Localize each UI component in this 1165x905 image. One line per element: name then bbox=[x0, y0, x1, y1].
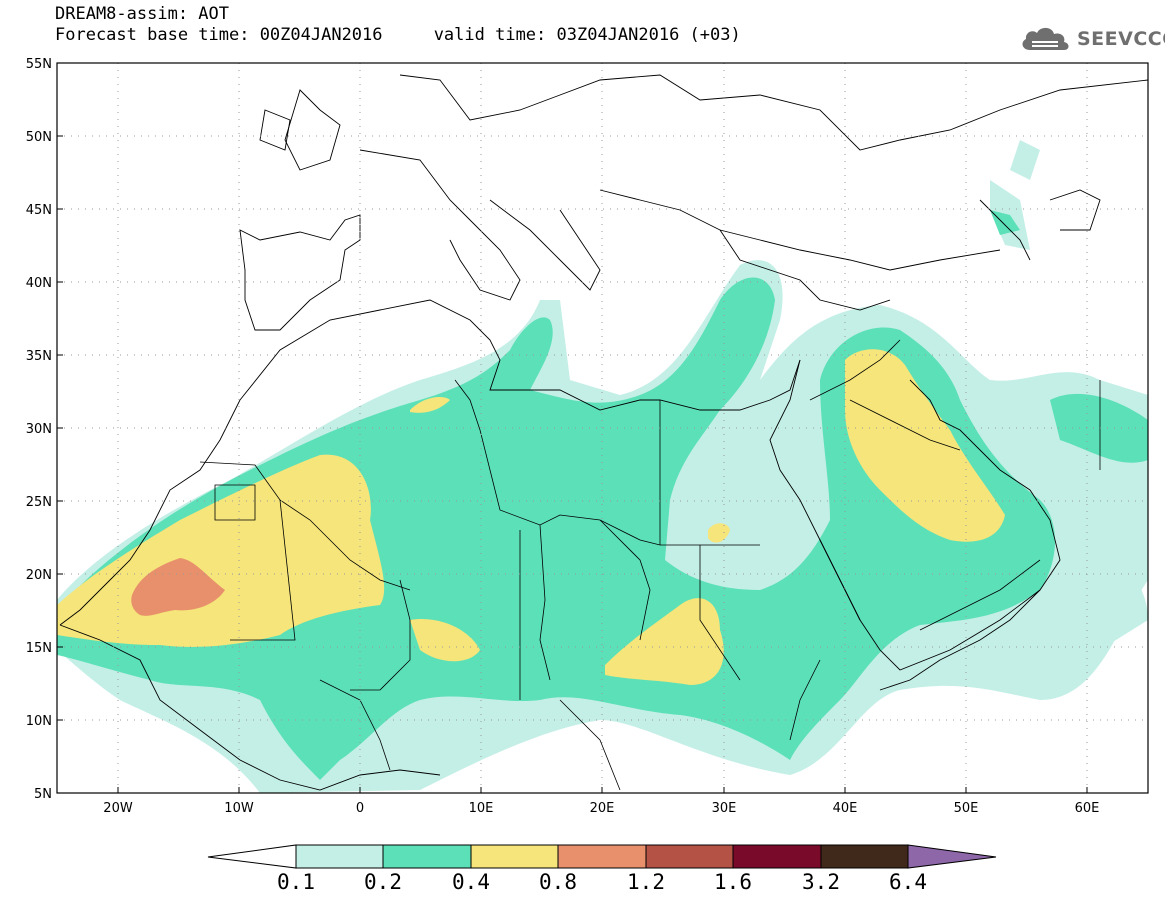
colorbar-low-extension bbox=[207, 844, 297, 869]
lon-label: 20E bbox=[590, 801, 615, 816]
lat-label: 45N bbox=[26, 203, 52, 218]
colorbar-bin bbox=[732, 844, 822, 869]
lat-label: 5N bbox=[34, 787, 52, 802]
lat-label: 55N bbox=[26, 57, 52, 72]
aot-contour-0.8 bbox=[131, 558, 225, 616]
lat-label: 40N bbox=[26, 276, 52, 291]
lon-label: 0 bbox=[356, 801, 364, 816]
grid bbox=[57, 63, 1148, 793]
lat-label: 20N bbox=[26, 568, 52, 583]
colorbar-label: 0.4 bbox=[452, 870, 490, 894]
colorbar-high-extension bbox=[907, 844, 997, 869]
lon-label: 20W bbox=[103, 801, 133, 816]
aot-contour-0.2 bbox=[57, 210, 1148, 780]
lat-label: 35N bbox=[26, 349, 52, 364]
chart-title: DREAM8-assim: AOT bbox=[55, 4, 229, 24]
colorbar-bin bbox=[382, 844, 472, 869]
lat-label: 50N bbox=[26, 130, 52, 145]
aot-field bbox=[57, 74, 1148, 793]
colorbar-bin bbox=[470, 844, 559, 869]
colorbar-label: 6.4 bbox=[889, 870, 927, 894]
colorbar-label: 0.2 bbox=[364, 870, 402, 894]
colorbar-label: 1.2 bbox=[627, 870, 665, 894]
lat-label: 30N bbox=[26, 422, 52, 437]
lat-label: 10N bbox=[26, 714, 52, 729]
logo-text: SEEVCCC bbox=[1077, 28, 1165, 50]
lon-label: 50E bbox=[954, 801, 979, 816]
lon-label: 40E bbox=[833, 801, 858, 816]
logo: SEEVCCC bbox=[1018, 24, 1165, 54]
colorbar-bin bbox=[820, 844, 909, 869]
axis-ticks bbox=[57, 62, 1088, 794]
borders bbox=[199, 339, 1101, 791]
lat-label: 15N bbox=[26, 641, 52, 656]
colorbar-label: 3.2 bbox=[802, 870, 840, 894]
coastlines bbox=[59, 74, 1148, 791]
colorbar-label: 1.6 bbox=[714, 870, 752, 894]
colorbar-label: 0.8 bbox=[539, 870, 577, 894]
lon-label: 30E bbox=[712, 801, 737, 816]
colorbar bbox=[207, 844, 997, 869]
lon-labels: 20W 10W 0 10E 20E 30E 40E 50E 60E bbox=[103, 801, 1099, 816]
colorbar-label: 0.1 bbox=[277, 870, 315, 894]
lon-label: 10E bbox=[469, 801, 494, 816]
lon-label: 60E bbox=[1075, 801, 1100, 816]
lat-labels: 55N 50N 45N 40N 35N 30N 25N 20N 15N 10N … bbox=[26, 57, 52, 802]
colorbar-bin bbox=[645, 844, 734, 869]
cloud-icon bbox=[1022, 27, 1069, 50]
forecast-time-line: Forecast base time: 00Z04JAN2016 valid t… bbox=[55, 25, 741, 45]
colorbar-bin bbox=[557, 844, 647, 869]
lat-label: 25N bbox=[26, 495, 52, 510]
colorbar-bin bbox=[295, 844, 384, 869]
lon-label: 10W bbox=[224, 801, 254, 816]
